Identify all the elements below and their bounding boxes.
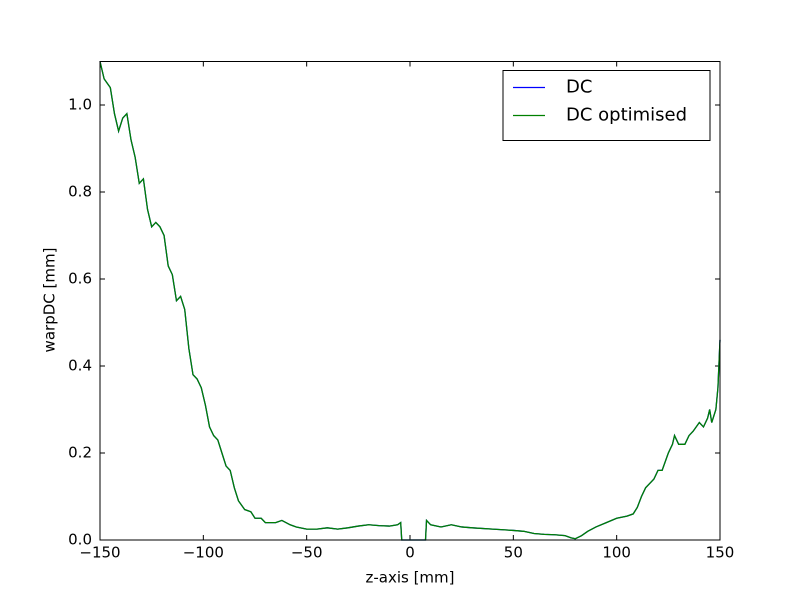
y-tick-label: 0.0: [68, 531, 92, 549]
x-tick-label: 0: [405, 544, 415, 562]
y-tick-label: 0.4: [68, 357, 92, 375]
y-tick-label: 1.0: [68, 96, 92, 114]
x-tick-label: 150: [706, 544, 735, 562]
x-tick-label: 50: [504, 544, 523, 562]
y-tick-label: 0.6: [68, 270, 92, 288]
data-line: [99, 61, 721, 541]
legend-label: DC: [566, 77, 592, 98]
x-tick-label: −100: [183, 544, 224, 562]
y-axis-label: warpDC [mm]: [41, 248, 59, 353]
x-tick-label: −50: [291, 544, 323, 562]
x-tick-label: −150: [79, 544, 120, 562]
y-tick-label: 0.2: [68, 444, 92, 462]
y-tick-label: 0.8: [68, 183, 92, 201]
x-tick-label: 100: [602, 544, 631, 562]
legend-box: [502, 70, 711, 141]
x-axis-label: z-axis [mm]: [365, 569, 454, 587]
legend-label: DC optimised: [566, 105, 687, 126]
plot-frame: [99, 61, 721, 541]
